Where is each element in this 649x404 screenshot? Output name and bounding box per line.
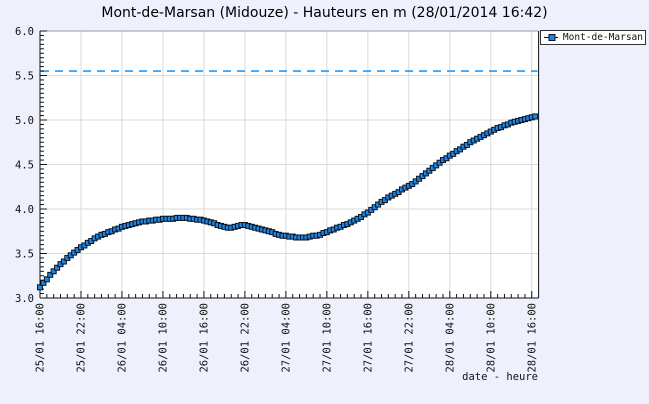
svg-text:27/01 10:00: 27/01 10:00 — [321, 303, 333, 373]
legend-series-label: Mont-de-Marsan — [562, 32, 643, 43]
svg-text:5.0: 5.0 — [15, 115, 34, 127]
svg-text:4.5: 4.5 — [15, 159, 34, 171]
svg-text:25/01 16:00: 25/01 16:00 — [35, 303, 47, 373]
svg-text:3.5: 3.5 — [15, 248, 34, 260]
svg-text:26/01 10:00: 26/01 10:00 — [157, 303, 169, 373]
chart-title: Mont-de-Marsan (Midouze) - Hauteurs en m… — [101, 5, 548, 21]
svg-text:27/01 22:00: 27/01 22:00 — [403, 303, 415, 373]
gridlines — [40, 31, 539, 298]
legend-marker-icon — [544, 34, 558, 41]
svg-text:26/01 22:00: 26/01 22:00 — [239, 303, 251, 373]
svg-text:26/01 16:00: 26/01 16:00 — [198, 303, 210, 373]
svg-text:28/01 10:00: 28/01 10:00 — [485, 303, 497, 373]
y-tick-labels: 3.0 3.5 4.0 4.5 5.0 5.5 6.0 — [15, 26, 34, 305]
data-series — [37, 113, 539, 291]
svg-text:25/01 22:00: 25/01 22:00 — [75, 303, 87, 373]
svg-text:6.0: 6.0 — [15, 26, 34, 38]
axis-ticks — [39, 30, 533, 299]
legend: Mont-de-Marsan — [540, 30, 646, 45]
svg-text:5.5: 5.5 — [15, 70, 34, 82]
x-axis-label: date - heure — [462, 371, 538, 383]
svg-text:27/01 16:00: 27/01 16:00 — [362, 303, 374, 373]
svg-text:27/01 04:00: 27/01 04:00 — [280, 303, 292, 373]
svg-text:26/01 04:00: 26/01 04:00 — [116, 303, 128, 373]
svg-text:28/01 04:00: 28/01 04:00 — [444, 303, 456, 373]
svg-text:3.0: 3.0 — [15, 293, 34, 305]
svg-text:4.0: 4.0 — [15, 204, 34, 216]
x-tick-labels: 25/01 16:00 25/01 22:00 26/01 04:00 26/01 1… — [35, 303, 539, 373]
svg-text:28/01 16:00: 28/01 16:00 — [526, 303, 538, 373]
